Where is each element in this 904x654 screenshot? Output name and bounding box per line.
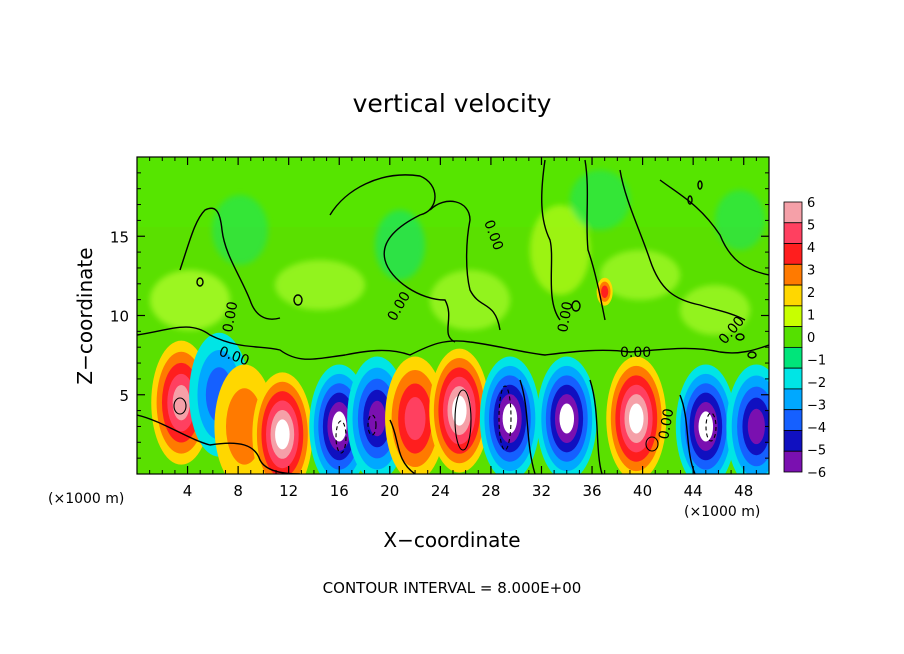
y-axis-label: Z−coordinate	[73, 247, 97, 384]
contour-label: 0.00	[620, 345, 651, 361]
x-tick-label: 44	[684, 482, 703, 500]
cell-level	[559, 403, 575, 434]
x-tick-label: 28	[481, 482, 500, 500]
mid-mottling	[150, 170, 765, 335]
colorbar-swatch	[783, 284, 803, 307]
downdraft-cell	[479, 356, 540, 474]
x-unit-left: (×1000 m)	[48, 491, 124, 507]
colorbar-label: 6	[807, 196, 815, 211]
colorbar-label: 5	[807, 219, 815, 234]
colorbar-label: −5	[807, 444, 826, 459]
cell-level	[601, 285, 609, 298]
downdraft-cell	[536, 356, 597, 474]
cell-level	[452, 395, 467, 426]
colorbar-swatch	[783, 346, 803, 369]
cell-level	[368, 400, 386, 437]
colorbar-swatch	[783, 263, 803, 286]
colorbar-label: −2	[807, 376, 826, 391]
cell-level	[404, 396, 426, 441]
cell-level	[747, 408, 765, 445]
updraft-cell	[429, 348, 490, 473]
zero-contours	[137, 159, 769, 474]
colorbar-label: 1	[807, 309, 815, 324]
y-tick-label: 15	[110, 228, 129, 246]
x-tick-label: 40	[633, 482, 652, 500]
x-tick-label: 4	[183, 482, 193, 500]
x-tick-label: 16	[330, 482, 349, 500]
colorbar-label: 2	[807, 286, 815, 301]
x-axis-ticks: 4 8 12 16 20 24 28 32 36 40 44 48	[149, 157, 757, 500]
updraft-cell	[606, 356, 667, 474]
contour-label: 0.00	[555, 300, 576, 333]
contour-label: 0.00	[656, 407, 677, 440]
cell-level	[275, 419, 290, 450]
x-tick-label: 20	[380, 482, 399, 500]
x-tick-label: 32	[532, 482, 551, 500]
colorbar-swatch	[783, 305, 803, 328]
colorbar-label: −6	[807, 466, 826, 481]
plot-area: 0.00 0.00 0.00 0.00 0.00 0.00 0.00 0.00	[137, 157, 769, 474]
contour-label: 0.00	[220, 300, 241, 333]
cell-level	[629, 403, 644, 434]
contour-interval-footer: CONTOUR INTERVAL = 8.000E+00	[323, 579, 582, 597]
downdraft-cell	[726, 364, 769, 474]
colorbar-swatch	[783, 367, 803, 390]
x-tick-label: 24	[431, 482, 450, 500]
colorbar-swatch	[783, 409, 803, 431]
updraft-cell	[252, 372, 313, 474]
colorbar-swatch	[783, 430, 803, 452]
colorbar-swatch	[783, 201, 803, 224]
x-tick-label: 8	[233, 482, 243, 500]
updraft-cell	[385, 356, 446, 474]
colorbar-label: −1	[807, 354, 826, 369]
colorbar-swatch	[783, 243, 803, 265]
x-unit-right: (×1000 m)	[684, 504, 760, 520]
x-axis-label: X−coordinate	[383, 528, 520, 552]
x-tick-label: 12	[279, 482, 298, 500]
colorbar: 6 5 4 3 2 1 0 −1 −2 −3 −4 −5 −6	[783, 196, 826, 481]
y-tick-label: 10	[110, 308, 129, 326]
x-tick-label: 36	[582, 482, 601, 500]
colorbar-label: −3	[807, 399, 826, 414]
colorbar-label: −4	[807, 421, 826, 436]
colorbar-swatch	[783, 222, 803, 244]
inner-contours	[173, 385, 717, 454]
colorbar-swatch	[783, 326, 803, 348]
colorbar-label: 3	[807, 264, 815, 279]
y-axis-ticks: 5 10 15	[110, 172, 769, 459]
cell-level	[502, 403, 518, 434]
x-tick-label: 48	[734, 482, 753, 500]
y-tick-label: 5	[119, 387, 129, 405]
cell-level	[172, 384, 190, 421]
colorbar-swatch	[783, 450, 803, 473]
colorbar-swatch	[783, 388, 803, 411]
colorbar-label: 4	[807, 241, 815, 256]
colorbar-label: 0	[807, 331, 815, 346]
chart-title: vertical velocity	[353, 89, 552, 118]
